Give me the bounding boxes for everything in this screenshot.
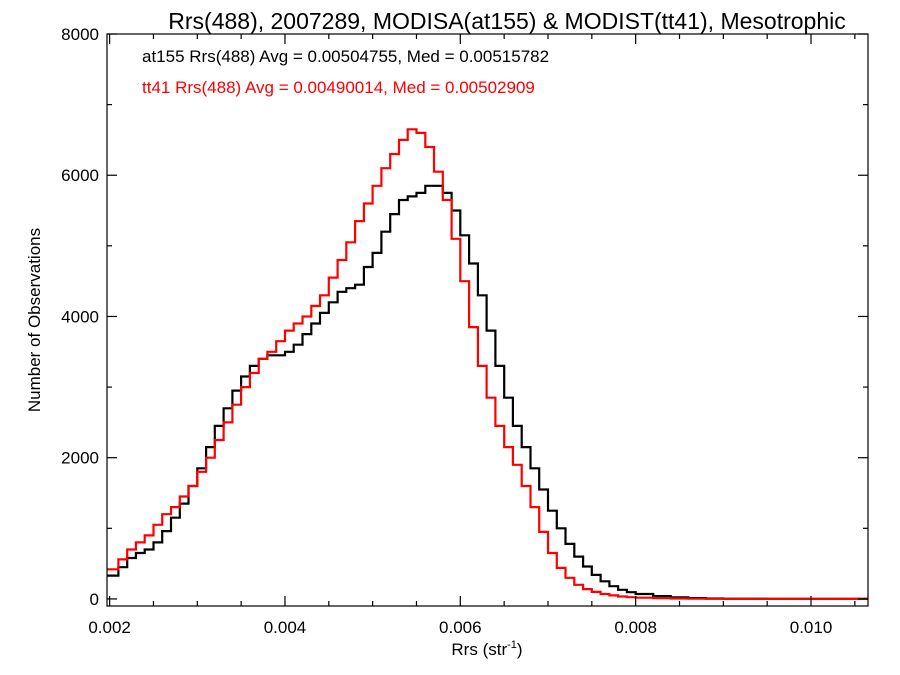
annotation-tt41: tt41 Rrs(488) Avg = 0.00490014, Med = 0.… xyxy=(142,78,535,97)
chart-title: Rrs(488), 2007289, MODISA(at155) & MODIS… xyxy=(168,8,845,34)
y-tick-label: 6000 xyxy=(61,166,99,185)
y-tick-label: 4000 xyxy=(61,307,99,326)
x-axis-label-sup: -1 xyxy=(507,639,517,651)
x-axis-label-close: ) xyxy=(517,640,523,659)
series-line-tt41 xyxy=(107,128,868,600)
y-tick-label: 8000 xyxy=(61,25,99,44)
y-tick-label: 2000 xyxy=(61,449,99,468)
series-layer xyxy=(107,128,868,600)
axis-layer: 0.002 0.004 0.006 0.008 0.010 0 2000 4000 6000 80… xyxy=(61,25,868,637)
x-axis-label-main: Rrs (str xyxy=(451,640,507,659)
y-tick-label: 0 xyxy=(90,590,99,609)
x-axis-label: Rrs (str-1) xyxy=(451,639,522,659)
y-axis-label: Number of Observations xyxy=(25,228,44,412)
x-tick-label: 0.002 xyxy=(88,618,131,637)
annotation-at155: at155 Rrs(488) Avg = 0.00504755, Med = 0… xyxy=(142,47,549,66)
x-tick-label: 0.010 xyxy=(790,618,833,637)
x-tick-label: 0.008 xyxy=(614,618,657,637)
x-tick-label: 0.004 xyxy=(264,618,307,637)
plot-frame xyxy=(106,33,869,607)
x-tick-label: 0.006 xyxy=(439,618,482,637)
series-line-at155 xyxy=(107,184,868,600)
